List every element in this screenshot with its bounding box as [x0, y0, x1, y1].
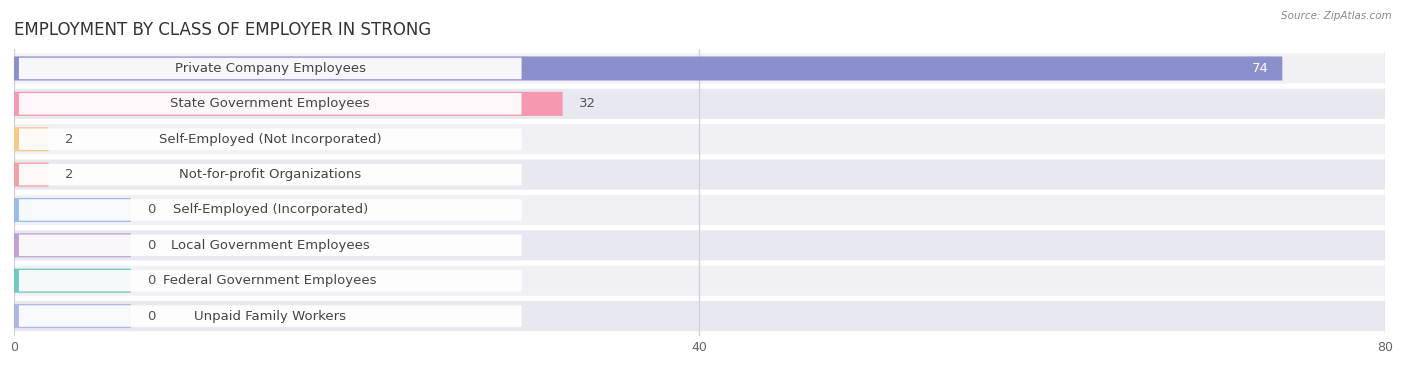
FancyBboxPatch shape — [14, 57, 1282, 81]
Text: 0: 0 — [148, 274, 156, 287]
FancyBboxPatch shape — [14, 233, 131, 257]
FancyBboxPatch shape — [14, 127, 49, 151]
FancyBboxPatch shape — [14, 159, 1385, 190]
FancyBboxPatch shape — [18, 129, 522, 150]
Text: 2: 2 — [65, 168, 73, 181]
Text: 32: 32 — [579, 97, 596, 110]
Text: 2: 2 — [65, 133, 73, 146]
Text: 74: 74 — [1251, 62, 1268, 75]
FancyBboxPatch shape — [14, 301, 1385, 331]
FancyBboxPatch shape — [18, 234, 522, 256]
Text: Federal Government Employees: Federal Government Employees — [163, 274, 377, 287]
Text: EMPLOYMENT BY CLASS OF EMPLOYER IN STRONG: EMPLOYMENT BY CLASS OF EMPLOYER IN STRON… — [14, 21, 432, 39]
Text: Private Company Employees: Private Company Employees — [174, 62, 366, 75]
FancyBboxPatch shape — [14, 269, 131, 293]
FancyBboxPatch shape — [18, 305, 522, 327]
FancyBboxPatch shape — [14, 92, 562, 116]
Text: Not-for-profit Organizations: Not-for-profit Organizations — [179, 168, 361, 181]
FancyBboxPatch shape — [18, 199, 522, 221]
Text: Unpaid Family Workers: Unpaid Family Workers — [194, 310, 346, 323]
FancyBboxPatch shape — [18, 270, 522, 291]
Text: 0: 0 — [148, 310, 156, 323]
FancyBboxPatch shape — [18, 164, 522, 185]
FancyBboxPatch shape — [14, 195, 1385, 225]
FancyBboxPatch shape — [14, 230, 1385, 261]
Text: 0: 0 — [148, 204, 156, 216]
Text: Self-Employed (Incorporated): Self-Employed (Incorporated) — [173, 204, 368, 216]
Text: Self-Employed (Not Incorporated): Self-Employed (Not Incorporated) — [159, 133, 381, 146]
FancyBboxPatch shape — [14, 198, 131, 222]
FancyBboxPatch shape — [14, 124, 1385, 154]
FancyBboxPatch shape — [14, 54, 1385, 83]
Text: Local Government Employees: Local Government Employees — [172, 239, 370, 252]
Text: State Government Employees: State Government Employees — [170, 97, 370, 110]
Text: Source: ZipAtlas.com: Source: ZipAtlas.com — [1281, 11, 1392, 21]
FancyBboxPatch shape — [18, 93, 522, 115]
FancyBboxPatch shape — [14, 304, 131, 328]
FancyBboxPatch shape — [14, 266, 1385, 296]
FancyBboxPatch shape — [14, 162, 49, 187]
FancyBboxPatch shape — [14, 89, 1385, 119]
Text: 0: 0 — [148, 239, 156, 252]
FancyBboxPatch shape — [18, 58, 522, 79]
